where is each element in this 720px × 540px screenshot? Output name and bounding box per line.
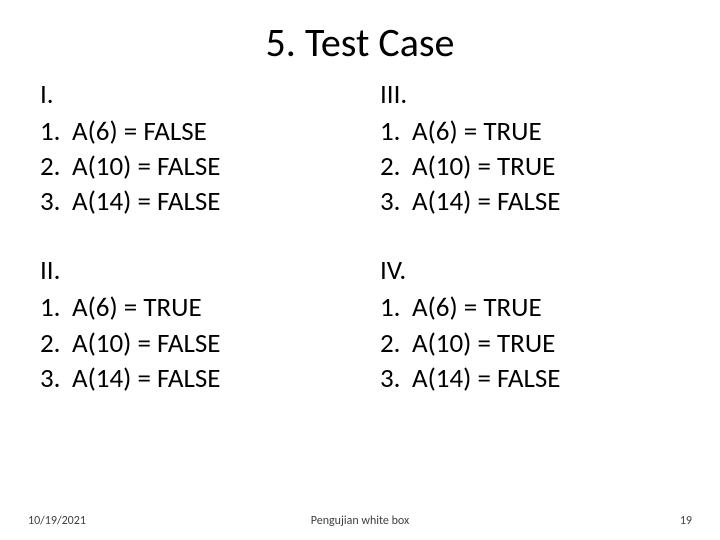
block-heading: III. <box>380 77 680 112</box>
item-text: A(6) = TRUE <box>72 290 340 325</box>
item-text: A(10) = TRUE <box>412 149 680 184</box>
block-iii: III. 1. A(6) = TRUE 2. A(10) = TRUE 3. A… <box>380 77 680 219</box>
list-item: 3. A(14) = FALSE <box>380 361 680 396</box>
item-number: 1. <box>380 114 412 149</box>
item-number: 3. <box>380 361 412 396</box>
item-text: A(14) = FALSE <box>72 361 340 396</box>
list-item: 3. A(14) = FALSE <box>40 361 340 396</box>
list-item: 2. A(10) = FALSE <box>40 326 340 361</box>
block-heading: II. <box>40 253 340 288</box>
item-text: A(6) = TRUE <box>412 290 680 325</box>
item-text: A(10) = FALSE <box>72 149 340 184</box>
footer-center: Pengujian white box <box>0 514 720 528</box>
block-heading: IV. <box>380 253 680 288</box>
slide: 5. Test Case I. 1. A(6) = FALSE 2. A(10)… <box>0 0 720 540</box>
footer-page-number: 19 <box>680 514 692 528</box>
item-number: 2. <box>380 149 412 184</box>
list-item: 2. A(10) = FALSE <box>40 149 340 184</box>
item-number: 3. <box>380 184 412 219</box>
item-text: A(14) = FALSE <box>412 361 680 396</box>
content-area: I. 1. A(6) = FALSE 2. A(10) = FALSE 3. A… <box>0 77 720 396</box>
item-number: 1. <box>380 290 412 325</box>
list-item: 3. A(14) = FALSE <box>40 184 340 219</box>
item-number: 2. <box>380 326 412 361</box>
item-text: A(10) = FALSE <box>72 326 340 361</box>
block-ii: II. 1. A(6) = TRUE 2. A(10) = FALSE 3. A… <box>40 253 340 395</box>
item-number: 2. <box>40 326 72 361</box>
item-number: 3. <box>40 361 72 396</box>
item-text: A(6) = TRUE <box>412 114 680 149</box>
item-number: 2. <box>40 149 72 184</box>
list-item: 3. A(14) = FALSE <box>380 184 680 219</box>
list-item: 1. A(6) = TRUE <box>380 290 680 325</box>
item-text: A(14) = FALSE <box>72 184 340 219</box>
block-i: I. 1. A(6) = FALSE 2. A(10) = FALSE 3. A… <box>40 77 340 219</box>
block-heading: I. <box>40 77 340 112</box>
list-item: 2. A(10) = TRUE <box>380 326 680 361</box>
right-column: III. 1. A(6) = TRUE 2. A(10) = TRUE 3. A… <box>380 77 680 396</box>
list-item: 1. A(6) = TRUE <box>380 114 680 149</box>
item-text: A(6) = FALSE <box>72 114 340 149</box>
left-column: I. 1. A(6) = FALSE 2. A(10) = FALSE 3. A… <box>40 77 340 396</box>
list-item: 1. A(6) = FALSE <box>40 114 340 149</box>
item-text: A(10) = TRUE <box>412 326 680 361</box>
list-item: 2. A(10) = TRUE <box>380 149 680 184</box>
slide-title: 5. Test Case <box>0 0 720 77</box>
item-text: A(14) = FALSE <box>412 184 680 219</box>
item-number: 1. <box>40 114 72 149</box>
item-number: 1. <box>40 290 72 325</box>
item-number: 3. <box>40 184 72 219</box>
block-iv: IV. 1. A(6) = TRUE 2. A(10) = TRUE 3. A(… <box>380 253 680 395</box>
list-item: 1. A(6) = TRUE <box>40 290 340 325</box>
